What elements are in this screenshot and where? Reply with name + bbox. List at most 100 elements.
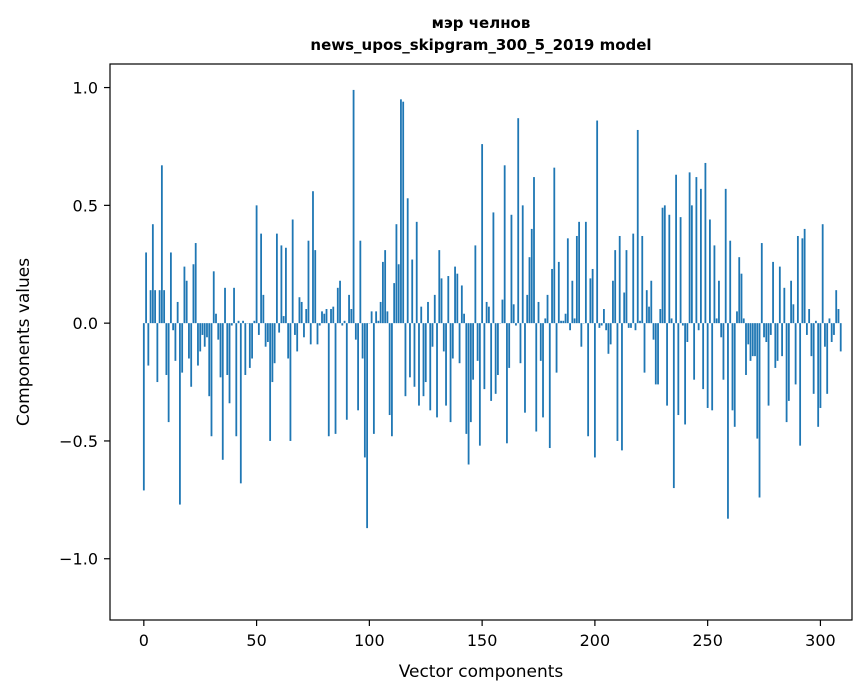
bar-274 — [760, 243, 763, 324]
bar-149 — [478, 323, 481, 446]
bar-81 — [325, 309, 328, 324]
bar-292 — [801, 238, 804, 324]
bar-101 — [370, 311, 373, 324]
bar-224 — [648, 306, 650, 324]
bar-60 — [278, 323, 281, 333]
bar-259 — [727, 323, 729, 519]
bar-175 — [537, 301, 540, 324]
x-axis-label: Vector components — [399, 662, 564, 682]
bar-282 — [778, 266, 781, 324]
bar-111 — [393, 283, 396, 324]
bar-93 — [352, 89, 355, 324]
bar-209 — [614, 250, 617, 324]
x-tick-label: 0 — [139, 631, 149, 650]
bar-127 — [429, 323, 432, 411]
bar-110 — [391, 323, 393, 437]
bar-103 — [375, 311, 378, 324]
bar-97 — [361, 323, 364, 359]
bar-199 — [591, 268, 594, 324]
bar-131 — [438, 250, 441, 324]
bar-202 — [598, 323, 601, 328]
bar-223 — [645, 290, 648, 324]
bar-289 — [794, 323, 797, 385]
bar-39 — [230, 323, 233, 326]
bar-277 — [767, 323, 770, 406]
bar-29 — [208, 323, 211, 397]
bar-10 — [165, 323, 168, 375]
y-tick-label: 1.0 — [73, 79, 98, 98]
bar-239 — [681, 323, 684, 326]
bar-160 — [503, 165, 506, 324]
bar-136 — [449, 323, 452, 423]
bar-143 — [465, 323, 468, 434]
bar-8 — [160, 165, 163, 324]
bar-267 — [745, 323, 747, 375]
bar-21 — [190, 323, 193, 387]
bar-166 — [517, 118, 520, 324]
chart-title-line-1: мэр челнов — [431, 14, 531, 32]
bar-172 — [530, 228, 533, 324]
bar-147 — [474, 245, 477, 324]
bar-104 — [377, 320, 380, 324]
bar-115 — [402, 101, 405, 324]
bar-35 — [221, 323, 224, 460]
bar-63 — [285, 247, 287, 324]
bar-298 — [815, 320, 817, 324]
bar-15 — [176, 301, 179, 324]
y-tick-label: 0.0 — [73, 314, 98, 333]
bar-121 — [415, 221, 418, 324]
bar-238 — [679, 217, 682, 324]
bar-148 — [476, 323, 479, 361]
bar-235 — [672, 323, 675, 489]
bar-185 — [560, 320, 562, 324]
bar-170 — [526, 294, 529, 324]
bar-243 — [690, 205, 693, 324]
bar-271 — [754, 323, 756, 357]
bar-50 — [255, 205, 258, 324]
bar-211 — [618, 235, 621, 324]
bar-123 — [420, 306, 423, 324]
bar-92 — [350, 309, 353, 324]
bar-31 — [212, 271, 215, 324]
bar-85 — [334, 323, 337, 434]
bar-33 — [217, 323, 220, 340]
bar-134 — [445, 323, 447, 406]
bar-14 — [174, 323, 177, 361]
bar-141 — [460, 285, 463, 324]
bar-68 — [296, 323, 299, 352]
bar-253 — [713, 245, 716, 324]
bar-215 — [627, 323, 630, 328]
plot-frame — [109, 63, 853, 621]
bar-76 — [314, 250, 317, 324]
bar-213 — [623, 292, 626, 324]
bar-74 — [309, 323, 312, 345]
bar-37 — [226, 323, 229, 375]
bar-258 — [724, 188, 727, 324]
bar-295 — [808, 309, 811, 324]
bar-62 — [282, 316, 285, 324]
bar-59 — [275, 233, 278, 324]
bar-80 — [323, 313, 326, 324]
bar-173 — [533, 177, 535, 324]
bars-group — [142, 89, 842, 529]
bar-120 — [413, 323, 416, 387]
bar-257 — [722, 323, 725, 380]
bar-65 — [289, 323, 292, 441]
bar-189 — [569, 323, 571, 331]
bar-229 — [659, 309, 662, 324]
bar-177 — [542, 323, 544, 418]
bar-280 — [774, 323, 777, 368]
bar-157 — [497, 323, 499, 375]
bar-264 — [738, 257, 741, 324]
bar-288 — [792, 304, 795, 324]
bar-232 — [666, 323, 668, 406]
bar-42 — [237, 320, 240, 324]
bar-55 — [266, 323, 269, 342]
bar-285 — [785, 323, 788, 423]
bar-164 — [512, 304, 515, 324]
bar-233 — [668, 214, 671, 324]
bar-256 — [720, 323, 723, 338]
bar-94 — [354, 323, 357, 340]
bar-156 — [494, 323, 497, 394]
